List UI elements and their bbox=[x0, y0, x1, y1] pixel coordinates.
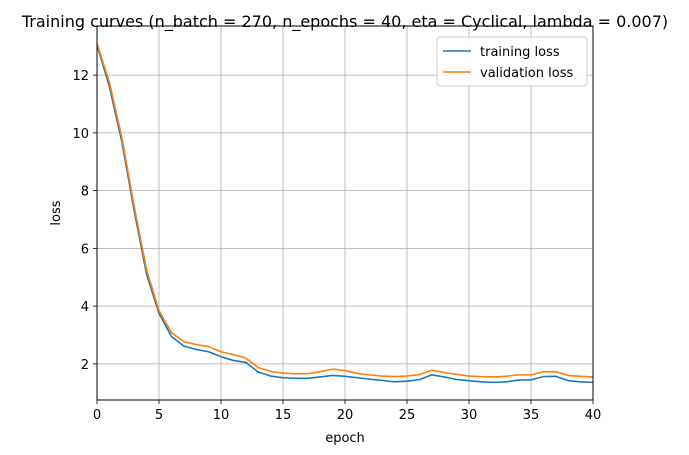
y-tick-label: 4 bbox=[81, 300, 89, 315]
legend-box bbox=[436, 36, 588, 87]
x-axis-ticks: 0 5 10 15 20 25 30 35 40 bbox=[93, 400, 601, 423]
x-tick-label: 0 bbox=[93, 408, 101, 423]
y-tick-label: 6 bbox=[81, 242, 89, 257]
x-tick-label: 35 bbox=[523, 408, 540, 423]
x-tick-label: 25 bbox=[399, 408, 416, 423]
y-tick-label: 10 bbox=[72, 127, 89, 142]
series-line-validation-loss bbox=[96, 43, 594, 378]
chart-title: Training curves (n_batch = 270, n_epochs… bbox=[21, 12, 668, 32]
y-tick-label: 12 bbox=[72, 69, 89, 84]
x-tick-label: 5 bbox=[155, 408, 163, 423]
x-axis-title: epoch bbox=[325, 431, 365, 446]
y-axis-ticks: 2 4 6 8 10 12 bbox=[72, 69, 97, 373]
series-layer bbox=[96, 43, 594, 384]
x-tick-label: 30 bbox=[461, 408, 478, 423]
legend-label-training-loss: training loss bbox=[480, 45, 560, 60]
x-tick-label: 10 bbox=[213, 408, 230, 423]
series-line-training-loss bbox=[96, 44, 594, 384]
x-tick-label: 15 bbox=[275, 408, 292, 423]
y-axis-title: loss bbox=[49, 200, 64, 225]
y-tick-label: 8 bbox=[81, 185, 89, 200]
x-tick-label: 40 bbox=[585, 408, 602, 423]
legend-label-validation-loss: validation loss bbox=[480, 66, 573, 81]
legend: training loss validation loss bbox=[436, 36, 588, 87]
y-tick-label: 2 bbox=[81, 358, 89, 373]
x-tick-label: 20 bbox=[337, 408, 354, 423]
